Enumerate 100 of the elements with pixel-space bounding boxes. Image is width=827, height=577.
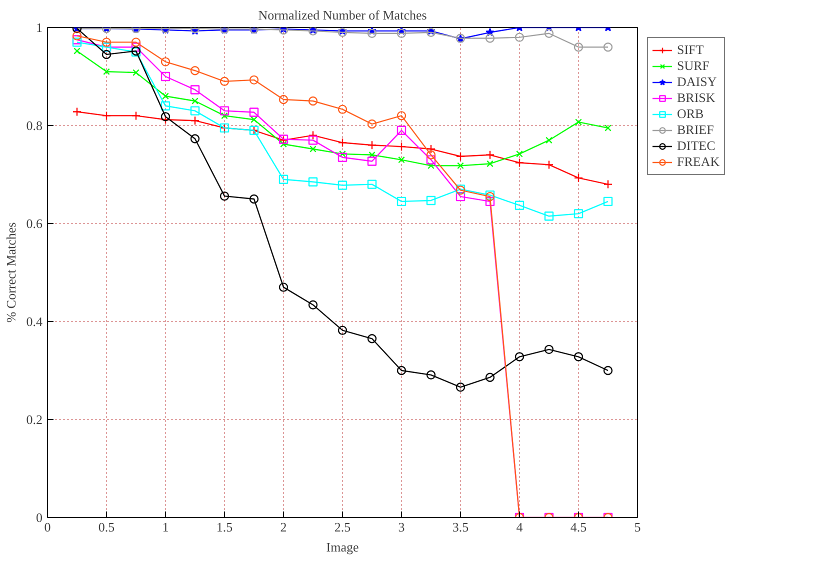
point bbox=[456, 192, 466, 202]
point bbox=[131, 38, 141, 47]
point bbox=[192, 98, 198, 104]
point bbox=[603, 366, 613, 376]
point bbox=[338, 152, 348, 162]
chart-title: Normalized Number of Matches bbox=[258, 8, 427, 22]
x-tick-label: 2 bbox=[280, 520, 287, 534]
point bbox=[74, 48, 80, 54]
point bbox=[544, 212, 554, 221]
point bbox=[396, 111, 406, 120]
point bbox=[514, 32, 524, 42]
point bbox=[338, 326, 348, 335]
point bbox=[574, 173, 584, 183]
point bbox=[131, 111, 141, 120]
point bbox=[102, 111, 112, 120]
x-tick-label: 2.5 bbox=[334, 520, 351, 534]
point bbox=[103, 68, 110, 76]
point bbox=[220, 191, 230, 201]
point bbox=[278, 282, 288, 292]
point bbox=[574, 209, 584, 218]
point bbox=[514, 158, 524, 168]
point bbox=[308, 300, 318, 310]
point bbox=[221, 112, 228, 120]
point bbox=[428, 162, 434, 170]
legend-label: BRISK bbox=[677, 90, 716, 106]
point bbox=[160, 112, 170, 122]
point bbox=[338, 180, 348, 190]
x-tick-label: 3 bbox=[398, 520, 405, 534]
point bbox=[426, 150, 436, 160]
point bbox=[574, 42, 584, 52]
point bbox=[308, 96, 318, 106]
point bbox=[160, 72, 170, 82]
x-tick-label: 3.5 bbox=[452, 520, 469, 534]
point bbox=[426, 144, 436, 154]
point bbox=[338, 138, 348, 148]
point bbox=[396, 196, 406, 206]
point bbox=[249, 194, 259, 204]
point bbox=[190, 85, 200, 94]
point bbox=[367, 28, 377, 38]
point bbox=[426, 155, 436, 164]
legend-label: SURF bbox=[677, 58, 710, 74]
point bbox=[546, 136, 552, 144]
point bbox=[308, 136, 318, 145]
point bbox=[220, 106, 230, 116]
y-tick-label: 0 bbox=[36, 510, 42, 525]
point bbox=[485, 34, 495, 43]
point bbox=[426, 370, 436, 380]
x-tick-label: 4 bbox=[516, 520, 524, 534]
point bbox=[72, 38, 82, 47]
point bbox=[603, 180, 613, 189]
point bbox=[72, 31, 82, 40]
point bbox=[485, 150, 495, 160]
y-axis-title: % Correct Matches bbox=[3, 222, 18, 323]
point bbox=[396, 126, 406, 135]
point bbox=[396, 28, 406, 38]
point bbox=[367, 156, 377, 166]
point bbox=[280, 140, 287, 148]
point bbox=[160, 57, 170, 66]
point bbox=[102, 50, 112, 60]
point bbox=[544, 344, 554, 354]
point bbox=[160, 101, 170, 110]
point bbox=[367, 140, 377, 150]
point bbox=[516, 150, 523, 158]
point bbox=[574, 352, 584, 362]
x-axis-title: Image bbox=[326, 540, 359, 554]
point bbox=[308, 177, 318, 186]
point bbox=[457, 162, 464, 170]
point bbox=[249, 75, 259, 85]
point bbox=[162, 92, 169, 100]
point bbox=[367, 119, 377, 129]
legend-label: SIFT bbox=[677, 42, 704, 58]
x-tick-label: 1 bbox=[162, 520, 169, 534]
point bbox=[102, 38, 112, 47]
point bbox=[72, 107, 82, 116]
legend-label: DITEC bbox=[677, 138, 716, 154]
y-tick-label: 0.2 bbox=[26, 412, 42, 427]
point bbox=[368, 151, 376, 158]
point bbox=[456, 382, 466, 392]
point bbox=[132, 69, 140, 76]
point bbox=[278, 94, 288, 104]
x-tick-label: 4.5 bbox=[570, 520, 587, 534]
point bbox=[456, 152, 466, 161]
point bbox=[486, 160, 494, 168]
point bbox=[190, 106, 200, 116]
point bbox=[575, 118, 582, 126]
x-tick-label: 1.5 bbox=[216, 520, 233, 534]
point bbox=[426, 196, 436, 206]
legend-label: ORB bbox=[677, 106, 704, 122]
point bbox=[250, 116, 258, 124]
legend-label: BRIEF bbox=[677, 122, 714, 138]
point bbox=[310, 146, 316, 152]
point bbox=[160, 115, 170, 124]
y-tick-label: 0.8 bbox=[26, 118, 42, 133]
point bbox=[308, 130, 318, 140]
point bbox=[278, 174, 288, 184]
x-tick-label: 0.5 bbox=[98, 520, 115, 534]
y-tick-label: 0.6 bbox=[26, 216, 43, 231]
point bbox=[339, 150, 346, 158]
point bbox=[190, 116, 200, 126]
point bbox=[367, 334, 377, 344]
